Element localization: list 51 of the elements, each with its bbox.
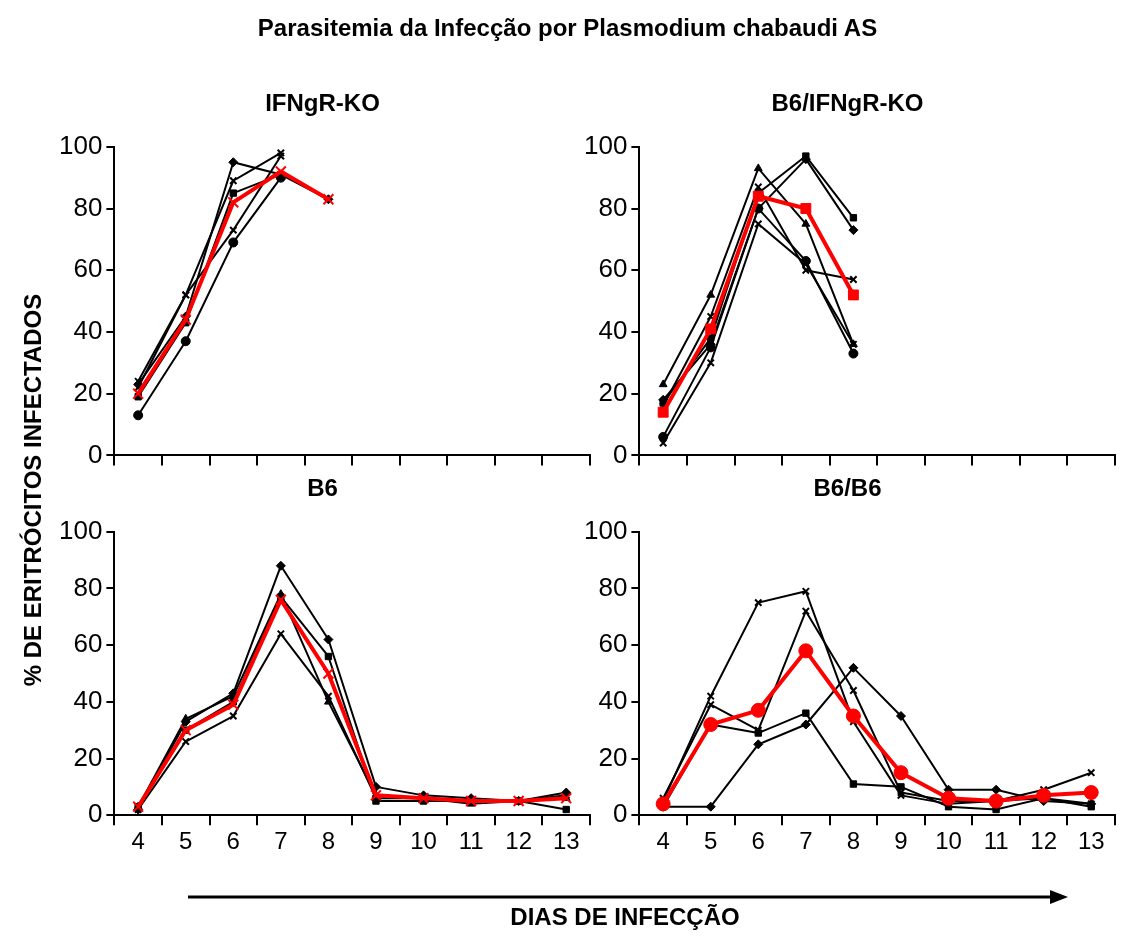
y-tick-label: 60 — [73, 253, 103, 284]
y-tick-label: 100 — [583, 514, 628, 545]
y-tick-label: 0 — [87, 798, 103, 829]
y-tick-label: 80 — [598, 191, 628, 222]
x-tick-label: 9 — [894, 827, 908, 855]
chart-title: B6/B6 — [813, 474, 882, 502]
y-tick-label: 60 — [598, 628, 628, 659]
y-tick-label: 20 — [73, 376, 103, 407]
chart-title: IFNgR-KO — [265, 89, 380, 117]
y-tick-label: 40 — [73, 315, 103, 346]
x-tick-label: 7 — [799, 827, 813, 855]
y-tick-label: 0 — [612, 438, 628, 469]
y-tick-label: 60 — [73, 628, 103, 659]
y-tick-label: 100 — [583, 129, 628, 160]
y-tick-label: 80 — [73, 571, 103, 602]
y-tick-label: 40 — [73, 685, 103, 716]
x-tick-label: 10 — [410, 827, 437, 855]
x-tick-label: 12 — [1030, 827, 1058, 855]
x-tick-label: 4 — [656, 827, 670, 855]
x-tick-label: 13 — [552, 827, 580, 855]
x-tick-label: 7 — [274, 827, 288, 855]
y-tick-label: 80 — [73, 191, 103, 222]
x-tick-label: 12 — [505, 827, 533, 855]
y-tick-label: 0 — [612, 798, 628, 829]
y-tick-label: 20 — [598, 376, 628, 407]
x-axis-title: DIAS DE INFECÇÃO — [509, 903, 741, 931]
chart-title: B6/IFNgR-KO — [771, 89, 924, 117]
y-tick-label: 100 — [58, 129, 103, 160]
y-tick-label: 40 — [598, 685, 628, 716]
x-tick-label: 11 — [983, 827, 1009, 855]
y-tick-label: 100 — [58, 514, 103, 545]
y-tick-label: 0 — [87, 438, 103, 469]
x-tick-label: 6 — [226, 827, 240, 855]
x-tick-label: 6 — [751, 827, 765, 855]
x-tick-label: 11 — [458, 827, 484, 855]
x-tick-label: 13 — [1077, 827, 1105, 855]
y-tick-label: 20 — [73, 741, 103, 772]
text: Parasitemia da Infecção por Plasmodium chabaudi AS — [256, 14, 879, 42]
x-tick-label: 8 — [321, 827, 336, 855]
x-tick-label: 5 — [704, 827, 718, 855]
x-tick-label: 4 — [131, 827, 145, 855]
x-tick-label: 8 — [846, 827, 861, 855]
y-axis-title: % DE ERITRÓCITOS INFECTADOS — [19, 293, 47, 687]
y-tick-label: 20 — [598, 741, 628, 772]
x-tick-label: 10 — [935, 827, 962, 855]
y-tick-label: 60 — [598, 253, 628, 284]
x-tick-label: 9 — [369, 827, 383, 855]
y-tick-label: 40 — [598, 315, 628, 346]
y-tick-label: 80 — [598, 571, 628, 602]
chart-title: B6 — [307, 474, 338, 502]
x-tick-label: 5 — [179, 827, 193, 855]
